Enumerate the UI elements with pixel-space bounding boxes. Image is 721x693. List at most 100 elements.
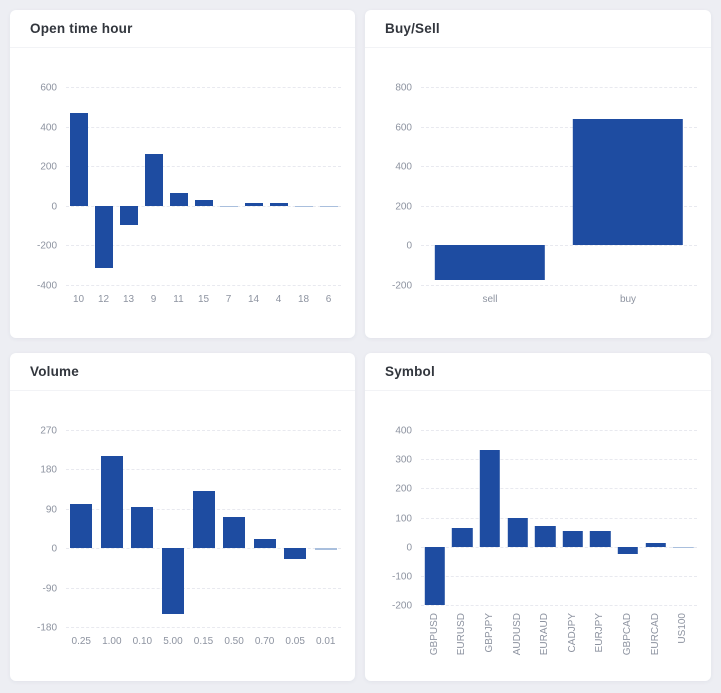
bar-sell	[434, 245, 546, 281]
gridline: 180	[40, 465, 341, 476]
bar-10	[69, 112, 88, 206]
gridline: 600	[40, 83, 341, 94]
bar-0.50	[223, 516, 246, 549]
bar-0.25	[70, 504, 93, 549]
bar-1.00	[100, 456, 123, 549]
x-tick-label: 0.05	[285, 636, 305, 647]
gridline: 0	[51, 544, 341, 555]
card-buy-sell: Buy/Sell 800 600 400 200 0 -200 sell buy	[365, 10, 711, 338]
y-tick-label: -200	[391, 280, 412, 292]
x-axis-labels: 10 12 13 9 11 15 7 14 4 18 6	[66, 285, 341, 338]
y-tick-label: -100	[391, 571, 412, 583]
chart-open-time-hour: 600 400 200 0 -200 -400 10 12 13 9 11 15 7 14 4 18 6	[10, 48, 355, 338]
x-tick-label: 7	[225, 294, 232, 305]
card-header: Open time hour	[10, 10, 355, 48]
gridline: -90	[43, 583, 341, 594]
y-tick-label: 400	[40, 122, 57, 134]
card-title: Symbol	[385, 364, 435, 379]
y-tick-label: 400	[395, 425, 412, 437]
bar-buy	[572, 118, 684, 246]
gridline: -200	[392, 601, 697, 612]
gridline: 0	[406, 241, 697, 252]
y-tick-label: 100	[395, 513, 412, 524]
card-symbol: Symbol 400 300 200 100 0 -100 -200 GBPUSD EURUSD…	[365, 353, 711, 681]
gridline: 200	[40, 162, 341, 173]
gridline: 800	[395, 83, 697, 94]
bar-18	[294, 205, 313, 208]
chart-symbol: 400 300 200 100 0 -100 -200 GBPUSD EURUSD GBPJPY A…	[365, 391, 711, 681]
x-tick-label: 10	[72, 294, 85, 305]
bar-0.10	[131, 506, 154, 549]
gridline: 400	[395, 162, 697, 173]
bar-GBPCAD	[617, 546, 639, 554]
x-tick-label: GBPCAD	[622, 613, 633, 656]
x-tick-label: 18	[297, 294, 310, 305]
bar-13	[119, 205, 138, 225]
y-tick-label: 180	[40, 464, 57, 476]
x-tick-label: 4	[275, 294, 282, 305]
plot-area: 400 300 200 100 0 -100 -200 GBPUSD EURUSD GBPJPY A…	[392, 426, 697, 655]
card-title: Volume	[30, 364, 79, 379]
y-tick-label: 800	[395, 82, 412, 94]
x-tick-label: 0.25	[71, 636, 91, 647]
gridline: 0	[51, 201, 341, 212]
x-axis-labels: sell buy	[421, 285, 697, 338]
bar-0.15	[192, 491, 215, 549]
bar-11	[169, 192, 188, 206]
gridline: -100	[392, 571, 697, 582]
bar-5.00	[161, 548, 184, 614]
bar-EURUSD	[452, 528, 473, 547]
y-tick-label: 300	[395, 454, 412, 466]
bar-AUDUSD	[507, 517, 528, 547]
x-tick-label: 0.70	[254, 636, 275, 647]
card-open-time-hour: Open time hour 600 400 200 0 -200 -400 10 12 13 9…	[10, 10, 355, 338]
plot-area: 600 400 200 0 -200 -400 10 12 13 9 11 15 7 14 4 18 6	[37, 83, 341, 305]
y-tick-label: -200	[36, 240, 57, 252]
y-tick-label: -400	[36, 280, 57, 292]
bar-0.05	[284, 548, 307, 560]
y-tick-label: 90	[45, 504, 57, 516]
card-header: Buy/Sell	[365, 10, 711, 48]
bar-EURCAD	[645, 542, 666, 547]
x-tick-label: 0.10	[132, 636, 153, 647]
x-tick-label: 15	[197, 294, 210, 305]
y-tick-label: 600	[40, 82, 57, 94]
bar-15	[194, 199, 213, 206]
gridline: 200	[395, 484, 697, 495]
x-tick-label: 9	[150, 294, 157, 305]
x-tick-label: sell	[482, 294, 498, 305]
x-axis-labels: GBPUSD EURUSD GBPJPY AUDUSD EURAUD CADJPY EURJ…	[421, 605, 697, 665]
bar-14	[244, 202, 263, 206]
x-tick-label: GBPJPY	[484, 613, 495, 653]
gridline: -400	[37, 281, 341, 292]
x-tick-label: EURCAD	[649, 613, 661, 656]
x-tick-label: EURUSD	[456, 613, 468, 656]
x-tick-label: 1.00	[102, 636, 122, 647]
y-tick-label: -180	[36, 622, 57, 634]
card-volume: Volume 270 180 90 0 -90 -180 0.25 1.00 0.10 5.00 0…	[10, 353, 355, 681]
x-tick-label: 12	[97, 294, 110, 305]
bar-0.01	[314, 548, 337, 550]
gridline: 400	[40, 122, 341, 133]
card-title: Open time hour	[30, 21, 133, 36]
x-tick-label: buy	[619, 294, 637, 305]
y-tick-label: 200	[40, 161, 57, 173]
bar-6	[319, 205, 338, 208]
x-tick-label: 0.01	[315, 636, 336, 647]
bar-9	[144, 154, 163, 206]
x-tick-label: CADJPY	[566, 613, 578, 653]
y-tick-label: 200	[395, 201, 412, 213]
bar-EURAUD	[534, 525, 556, 547]
y-tick-label: 600	[395, 122, 412, 134]
gridline: 200	[395, 201, 697, 212]
bar-GBPUSD	[424, 546, 446, 605]
x-axis-labels: 0.25 1.00 0.10 5.00 0.15 0.50 0.70 0.05 0.01	[66, 627, 341, 681]
x-tick-label: 11	[173, 294, 184, 305]
y-tick-label: 200	[395, 483, 412, 495]
gridline: -200	[37, 241, 341, 252]
y-tick-label: -200	[391, 600, 412, 612]
bar-0.70	[253, 539, 276, 549]
bar-GBPJPY	[479, 450, 501, 547]
plot-area: 800 600 400 200 0 -200 sell buy	[392, 83, 697, 305]
